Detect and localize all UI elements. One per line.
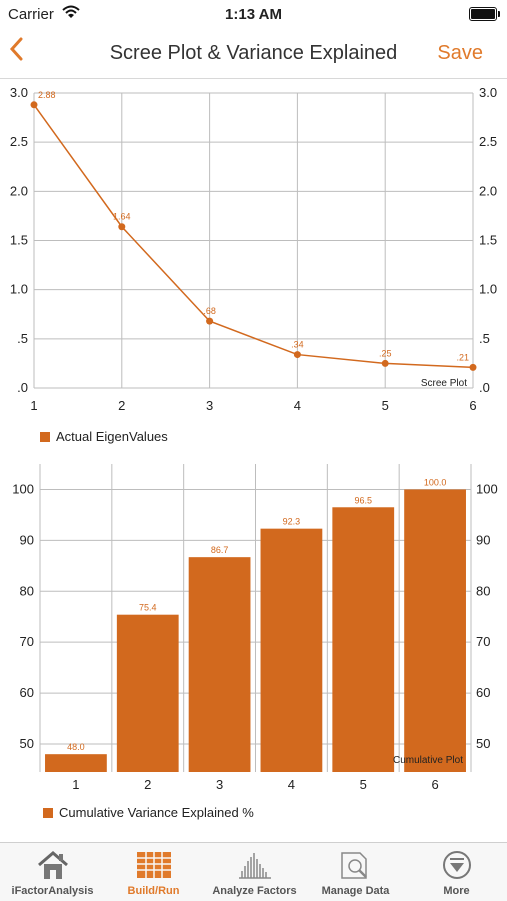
tab-label: Build/Run <box>127 885 180 897</box>
x-tick-label: 6 <box>469 398 476 413</box>
x-tick-label: 6 <box>431 777 438 792</box>
y-tick-label-right: 90 <box>476 532 490 547</box>
data-label: 2.88 <box>38 90 56 100</box>
data-point <box>30 101 38 109</box>
tab-label: More <box>443 885 470 897</box>
bar <box>260 528 323 772</box>
clock: 1:13 AM <box>225 6 282 23</box>
data-label: 1.64 <box>113 212 131 222</box>
y-tick-label-left: 90 <box>20 532 34 547</box>
bar <box>188 557 251 772</box>
bar-chart-icon <box>204 849 305 881</box>
data-point <box>293 351 301 359</box>
tab-build-run[interactable]: Build/Run <box>103 843 204 901</box>
y-tick-label-left: 2.0 <box>10 183 28 198</box>
x-tick-label: 2 <box>118 398 125 413</box>
data-point <box>381 359 389 367</box>
chevron-left-icon[interactable] <box>8 36 24 69</box>
data-label: .68 <box>203 306 216 316</box>
bar <box>332 507 395 772</box>
carrier-label: Carrier <box>8 6 54 23</box>
y-tick-label-left: 1.0 <box>10 282 28 297</box>
x-tick-label: 4 <box>294 398 301 413</box>
cumulative-legend-swatch <box>43 807 53 818</box>
status-bar: Carrier 1:13 AM <box>0 0 507 30</box>
y-tick-label-right: 60 <box>476 685 490 700</box>
y-tick-label-right: .0 <box>479 380 490 395</box>
y-tick-label-right: 3.0 <box>479 85 497 100</box>
cumulative-legend: Cumulative Variance Explained % <box>43 805 254 820</box>
data-point <box>469 363 477 371</box>
y-tick-label-right: 1.5 <box>479 233 497 248</box>
x-tick-label: 2 <box>144 777 151 792</box>
scree-plot-chart: .0 .0 .5 .5 1.0 1.0 1.5 1.5 2.0 2.0 2.5 2.5 3.0 3.0 1 2… <box>10 85 497 413</box>
y-tick-label-right: 2.0 <box>479 183 497 198</box>
data-label: 86.7 <box>211 545 229 555</box>
bar <box>116 614 179 772</box>
data-point <box>118 223 126 231</box>
y-tick-label-left: 80 <box>20 583 34 598</box>
grid-table-icon <box>103 849 204 881</box>
data-label: 48.0 <box>67 742 85 752</box>
series-line <box>33 104 474 369</box>
x-tick-label: 5 <box>382 398 389 413</box>
data-label: .34 <box>291 340 304 350</box>
navigation-bar: Scree Plot & Variance Explained Save <box>0 30 507 79</box>
bar <box>45 754 107 772</box>
y-tick-label-right: 1.0 <box>479 282 497 297</box>
x-tick-label: 4 <box>288 777 295 792</box>
save-button[interactable]: Save <box>437 42 483 64</box>
scree-legend: Actual EigenValues <box>40 429 168 444</box>
y-tick-label-right: 100 <box>476 481 498 496</box>
x-tick-label: 3 <box>206 398 213 413</box>
y-tick-label-right: 70 <box>476 634 490 649</box>
y-tick-label-right: 80 <box>476 583 490 598</box>
tab-label: Analyze Factors <box>212 885 297 897</box>
x-tick-label: 1 <box>30 398 37 413</box>
y-tick-label-right: 2.5 <box>479 134 497 149</box>
chart-annotation: Cumulative Plot <box>393 755 463 766</box>
more-circle-icon <box>406 849 507 881</box>
x-tick-label: 3 <box>216 777 223 792</box>
chart-annotation: Scree Plot <box>421 378 467 389</box>
cumulative-legend-label: Cumulative Variance Explained % <box>59 805 254 820</box>
scree-legend-label: Actual EigenValues <box>56 429 168 444</box>
house-icon <box>2 849 103 881</box>
data-label: 75.4 <box>139 603 157 613</box>
tab-more[interactable]: More <box>406 843 507 901</box>
data-label: .25 <box>379 348 392 358</box>
y-tick-label-left: .0 <box>17 380 28 395</box>
y-tick-label-left: 70 <box>20 634 34 649</box>
data-point <box>206 317 214 325</box>
y-tick-label-right: 50 <box>476 736 490 751</box>
tab-bar: iFactorAnalysis Build/Run Analyze Factor… <box>0 842 507 901</box>
battery-icon <box>469 7 500 21</box>
scree-legend-swatch <box>40 431 50 442</box>
data-label: 92.3 <box>283 517 301 527</box>
y-tick-label-left: 2.5 <box>10 134 28 149</box>
tab-analyze-factors[interactable]: Analyze Factors <box>204 843 305 901</box>
tab-manage-data[interactable]: Manage Data <box>305 843 406 901</box>
tab-label: iFactorAnalysis <box>11 885 94 897</box>
x-tick-label: 1 <box>72 777 79 792</box>
y-tick-label-left: 100 <box>12 481 34 496</box>
wifi-icon <box>62 5 80 23</box>
data-label: 100.0 <box>424 477 447 487</box>
page-title: Scree Plot & Variance Explained <box>109 42 398 64</box>
tab-ifactoranalysis[interactable]: iFactorAnalysis <box>2 843 103 901</box>
data-label: .21 <box>456 352 469 362</box>
y-tick-label-left: 1.5 <box>10 233 28 248</box>
y-tick-label-left: 3.0 <box>10 85 28 100</box>
y-tick-label-right: .5 <box>479 331 490 346</box>
bar <box>404 489 466 772</box>
x-tick-label: 5 <box>360 777 367 792</box>
cumulative-variance-chart: 50 50 60 60 70 70 80 80 90 90 100 100 48.0 1 75.4 2 86.7… <box>12 464 498 792</box>
y-tick-label-left: 60 <box>20 685 34 700</box>
y-tick-label-left: .5 <box>17 331 28 346</box>
y-tick-label-left: 50 <box>20 736 34 751</box>
data-label: 96.5 <box>354 495 372 505</box>
magnifier-document-icon <box>305 849 406 881</box>
tab-label: Manage Data <box>321 885 390 897</box>
